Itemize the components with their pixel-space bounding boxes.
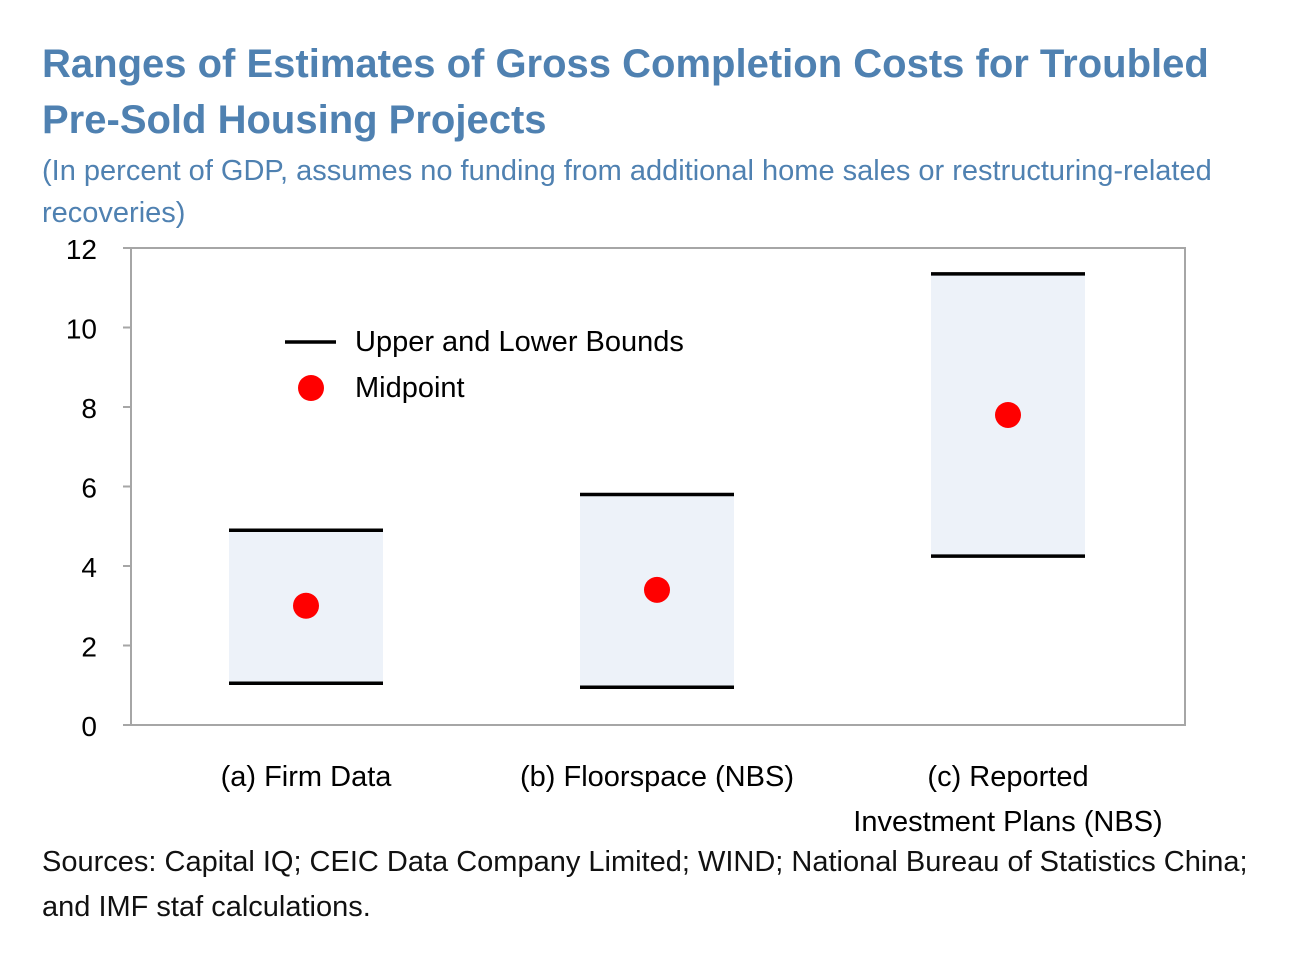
- x-tick-label: (c) Reported Investment Plans (NBS): [853, 761, 1162, 838]
- y-axis: 0 2 4 6 8 10 12: [66, 234, 131, 742]
- y-tick-label: 6: [81, 473, 97, 504]
- chart-title: Ranges of Estimates of Gross Completion …: [42, 42, 1209, 142]
- midpoint-marker: [644, 576, 670, 603]
- y-tick-label: 4: [81, 552, 97, 583]
- y-tick-label: 2: [81, 632, 97, 663]
- x-axis-labels: (a) Firm Data (b) Floorspace (NBS) (c) Rep…: [221, 761, 1163, 838]
- x-tick-label-line: Investment Plans (NBS): [853, 806, 1162, 838]
- chart-subtitle: (In percent of GDP, assumes no funding f…: [42, 155, 1212, 229]
- x-tick-label-line: (a) Firm Data: [221, 761, 393, 793]
- legend-bounds-label: Upper and Lower Bounds: [355, 326, 684, 358]
- range-boxes: [229, 272, 1085, 689]
- y-tick-label: 10: [66, 314, 97, 345]
- x-tick-label: (a) Firm Data: [221, 761, 393, 793]
- sources-note: Sources: Capital IQ; CEIC Data Company L…: [42, 846, 1248, 923]
- midpoint-marker: [995, 401, 1021, 428]
- legend-midpoint-swatch: [298, 375, 324, 401]
- y-tick-label: 12: [66, 234, 97, 265]
- x-tick-label-line: (c) Reported: [927, 761, 1088, 793]
- x-tick-label: (b) Floorspace (NBS): [520, 761, 794, 793]
- x-tick-label-line: (b) Floorspace (NBS): [520, 761, 794, 793]
- midpoint-marker: [293, 592, 319, 619]
- y-tick-label: 8: [81, 393, 97, 424]
- legend: Upper and Lower Bounds Midpoint: [285, 326, 684, 404]
- y-tick-label: 0: [81, 711, 97, 742]
- legend-midpoint-label: Midpoint: [355, 372, 465, 404]
